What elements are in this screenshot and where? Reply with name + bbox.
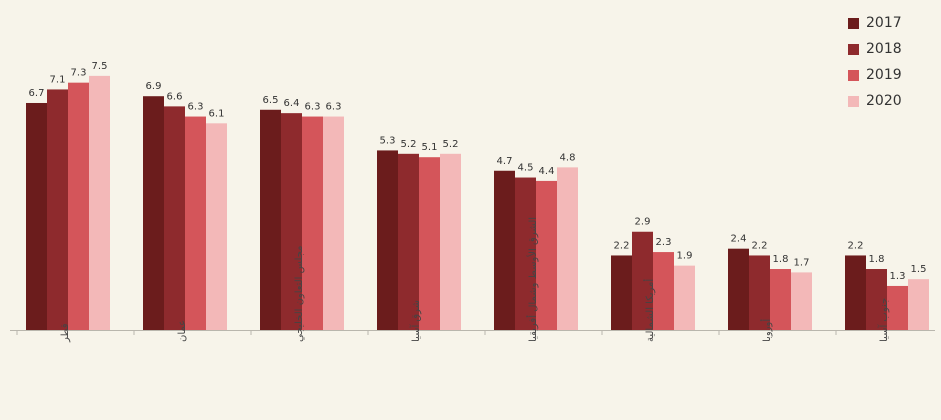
data-label: 5.2 xyxy=(401,139,417,150)
data-label: 1.5 xyxy=(911,264,927,275)
legend-swatch xyxy=(848,69,859,81)
bar-2019 xyxy=(887,285,908,330)
bar-2017 xyxy=(728,248,749,330)
x-tick-label: أمريكا الشمالية xyxy=(643,279,656,342)
data-label: 2.2 xyxy=(848,240,864,251)
data-label: 1.8 xyxy=(869,254,885,265)
data-label: 2.3 xyxy=(656,237,672,248)
bar-2020 xyxy=(791,272,812,330)
bar-2020 xyxy=(908,279,929,330)
data-label: 1.7 xyxy=(794,257,810,268)
legend-item: 2019 xyxy=(848,62,902,88)
legend-item: 2018 xyxy=(848,36,902,62)
x-tick-label: عمان xyxy=(177,320,188,342)
data-label: 6.3 xyxy=(305,102,321,113)
bar-2017 xyxy=(26,102,47,330)
bar-2020 xyxy=(674,265,695,330)
bar-2017 xyxy=(494,170,515,330)
data-label: 5.3 xyxy=(380,135,396,146)
data-label: 4.4 xyxy=(539,166,555,177)
data-label: 6.7 xyxy=(29,88,45,99)
bar-2017 xyxy=(845,255,866,330)
data-label: 6.3 xyxy=(188,102,204,113)
data-label: 4.8 xyxy=(560,152,576,163)
legend-swatch xyxy=(848,43,859,55)
bar-2018 xyxy=(632,231,653,330)
bar-2019 xyxy=(185,116,206,331)
data-label: 5.1 xyxy=(422,142,438,153)
legend-label: 2018 xyxy=(866,41,902,57)
data-label: 4.5 xyxy=(518,163,534,174)
bar-2017 xyxy=(260,109,281,330)
bar-2019 xyxy=(302,116,323,331)
data-label: 2.2 xyxy=(614,240,630,251)
data-label: 6.9 xyxy=(146,81,162,92)
legend-label: 2020 xyxy=(866,93,902,109)
x-tick-label: جنوب آسيا xyxy=(877,298,890,342)
bar-2017 xyxy=(611,255,632,330)
bar-2020 xyxy=(323,116,344,331)
data-label: 2.9 xyxy=(635,217,651,228)
bar-2020 xyxy=(557,167,578,330)
data-label: 1.3 xyxy=(890,271,906,282)
legend-swatch xyxy=(848,17,859,29)
bar-2020 xyxy=(440,153,461,330)
bar-2017 xyxy=(143,96,164,330)
data-label: 2.2 xyxy=(752,240,768,251)
bar-2019 xyxy=(653,252,674,330)
bar-2018 xyxy=(164,106,185,331)
bar-2020 xyxy=(206,123,227,330)
x-tick-label: مجلس التعاون الخليجي xyxy=(294,245,305,342)
x-tick-label: أوروبا xyxy=(760,319,773,342)
data-label: 4.7 xyxy=(497,156,513,167)
legend: 2017 2018 2019 2020 xyxy=(848,10,902,114)
bar-2019 xyxy=(68,82,89,331)
legend-item: 2020 xyxy=(848,88,902,114)
data-label: 7.5 xyxy=(92,61,108,72)
legend-swatch xyxy=(848,95,859,107)
bar-2018 xyxy=(398,153,419,330)
bar-2019 xyxy=(419,157,440,330)
data-label: 6.3 xyxy=(326,102,342,113)
x-tick-label: شرق آسيا xyxy=(409,300,422,342)
legend-label: 2017 xyxy=(866,15,902,31)
bar-2017 xyxy=(377,150,398,330)
bar-2019 xyxy=(536,180,557,330)
data-label: 6.1 xyxy=(209,108,225,119)
data-label: 7.3 xyxy=(71,68,87,79)
bar-2018 xyxy=(866,269,887,330)
bar-2019 xyxy=(770,269,791,330)
bar-2018 xyxy=(47,89,68,330)
data-label: 6.5 xyxy=(263,95,279,106)
data-label: 5.2 xyxy=(443,139,459,150)
bar-2018 xyxy=(515,177,536,330)
bar-2018 xyxy=(281,113,302,330)
data-label: 1.8 xyxy=(773,254,789,265)
data-label: 1.9 xyxy=(677,251,693,262)
legend-item: 2017 xyxy=(848,10,902,36)
data-label: 6.6 xyxy=(167,91,183,102)
x-tick-label: قطر xyxy=(60,323,71,343)
legend-label: 2019 xyxy=(866,67,902,83)
bar-2018 xyxy=(749,255,770,330)
data-label: 6.4 xyxy=(284,98,300,109)
data-label: 2.4 xyxy=(731,234,747,245)
bar-2020 xyxy=(89,75,110,330)
x-tick-label: الشرق الأوسط وشمال أفريقيا xyxy=(526,217,539,342)
data-label: 7.1 xyxy=(50,74,66,85)
